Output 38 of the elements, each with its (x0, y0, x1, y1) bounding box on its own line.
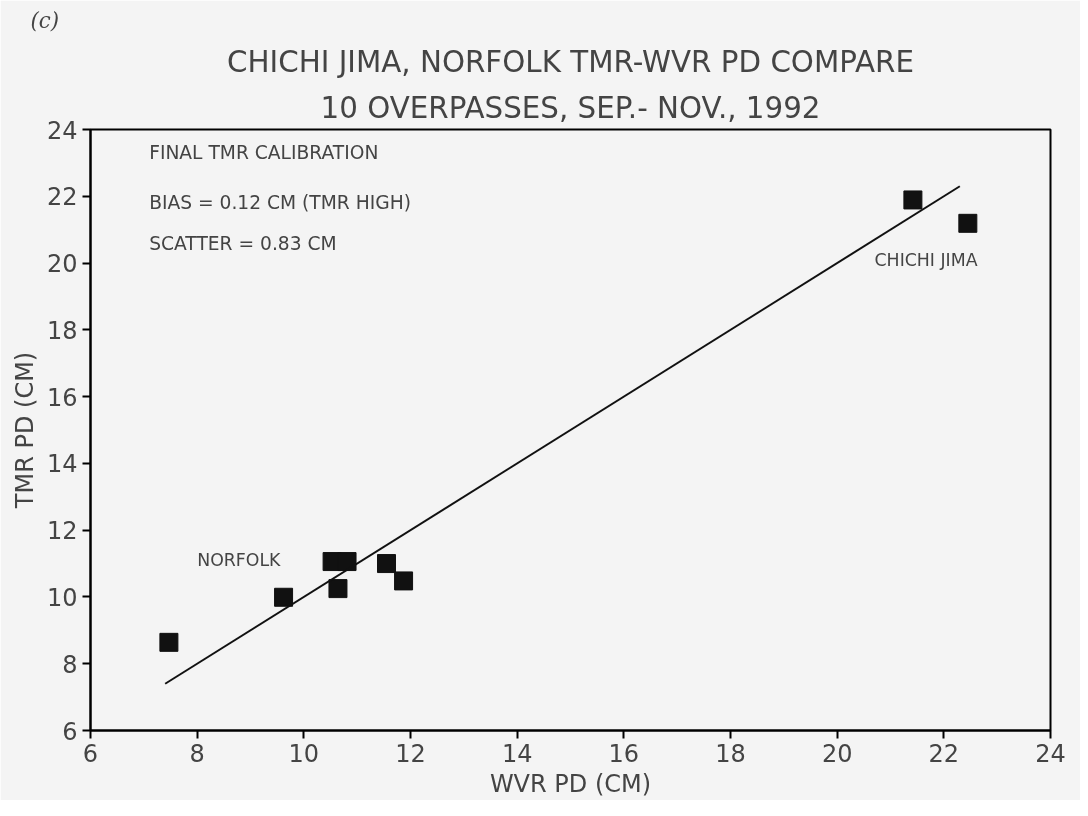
x-tick-label: 10 (288, 739, 320, 768)
y-axis-title: TMR PD (CM) (10, 351, 39, 510)
x-tick-label: 16 (608, 739, 640, 768)
point (903, 190, 923, 210)
x-tick-label: 22 (928, 739, 960, 768)
y-tick-label: 12 (46, 517, 78, 546)
y-tick-label: 18 (46, 316, 78, 345)
x-tick-label: 20 (821, 739, 853, 768)
annotation: BIAS = 0.12 CM (TMR HIGH) (149, 192, 412, 214)
x-tick-label: 18 (715, 739, 746, 768)
point (337, 552, 357, 572)
y-tick-label: 14 (46, 450, 78, 479)
x-tick-label: 6 (82, 739, 99, 768)
y-tick-label: 8 (62, 650, 78, 679)
y-tick-label: 6 (62, 717, 78, 746)
text: (c) (30, 7, 60, 33)
y-tick-label: 20 (46, 250, 78, 279)
annotation: FINAL TMR CALIBRATION (149, 142, 379, 164)
point (958, 213, 978, 233)
chart-title: CHICHI JIMA, NORFOLK TMR-WVR PD COMPARE (226, 44, 915, 79)
y-tick-label: 22 (46, 183, 78, 212)
point (394, 571, 414, 591)
chart-subtitle: 10 OVERPASSES, SEP.- NOV., 1992 (320, 90, 821, 125)
y-tick-label: 10 (46, 583, 78, 612)
x-axis-title: WVR PD (CM) (489, 769, 652, 798)
y-tick-label: 16 (46, 383, 78, 412)
x-tick-label: 24 (1035, 739, 1066, 768)
annotation: CHICHI JIMA (874, 249, 978, 270)
point (328, 579, 348, 599)
point (159, 632, 179, 652)
y-tick-label: 24 (46, 116, 78, 145)
x-tick-label: 14 (501, 739, 533, 768)
point (377, 554, 396, 574)
x-tick-label: 12 (395, 739, 426, 768)
point (274, 587, 294, 607)
x-tick-label: 8 (189, 739, 205, 768)
annotation: SCATTER = 0.83 CM (149, 232, 337, 254)
annotation: NORFOLK (197, 550, 282, 571)
